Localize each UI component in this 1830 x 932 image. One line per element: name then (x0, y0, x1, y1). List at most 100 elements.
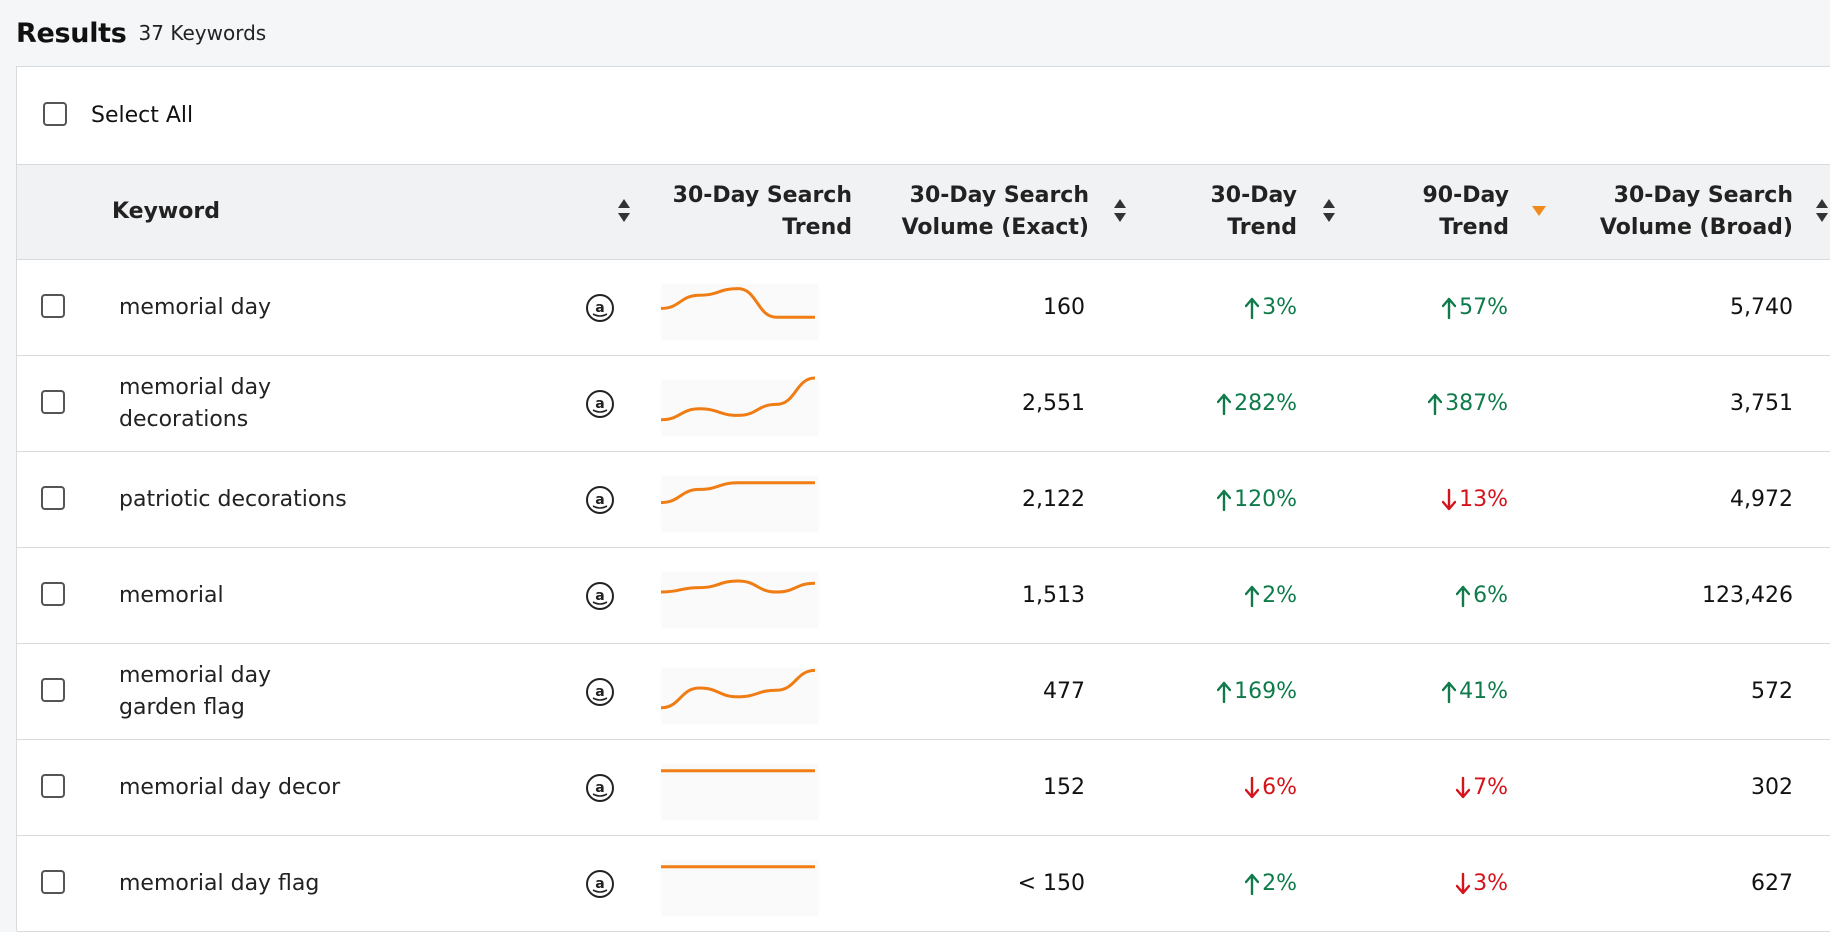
trend-90-percent: 13% (1459, 487, 1508, 512)
volume-broad-value: 5,740 (1730, 295, 1793, 320)
trend-up-arrow-icon (1442, 681, 1459, 703)
trend-30-value: 2% (1157, 836, 1297, 931)
trend-30-value: 169% (1157, 644, 1297, 739)
volume-broad-value: 302 (1751, 775, 1793, 800)
results-table-panel: Select All Keyword 30-Day Search Trend 3… (16, 66, 1830, 932)
column-header-trend-90[interactable]: 90-Day Trend (1367, 165, 1509, 259)
sort-volume-broad-icon[interactable] (1815, 199, 1829, 225)
column-header-keyword[interactable]: Keyword (112, 165, 220, 259)
amazon-icon[interactable]: a (585, 389, 615, 419)
sort-trend-30-icon[interactable] (1322, 199, 1336, 225)
row-checkbox[interactable] (41, 294, 65, 318)
search-trend-sparkline (661, 860, 819, 916)
sort-keyword-icon[interactable] (617, 199, 631, 225)
table-row[interactable]: memorial day a 160 3% 57% 5,740 (17, 260, 1830, 356)
keyword-text: memorial day garden flag (119, 662, 272, 720)
select-all-label[interactable]: Select All (91, 103, 194, 128)
volume-broad-value: 572 (1751, 679, 1793, 704)
keyword-text: memorial (119, 582, 224, 608)
trend-90-value: 7% (1367, 740, 1508, 835)
volume-broad-value: 4,972 (1730, 487, 1793, 512)
trend-30-percent: 3% (1262, 295, 1297, 320)
amazon-icon[interactable]: a (585, 677, 615, 707)
search-trend-sparkline (660, 284, 819, 340)
keyword-text: patriotic decorations (119, 486, 347, 512)
trend-down-arrow-icon (1456, 872, 1473, 895)
column-header-volume-broad[interactable]: 30-Day Search Volume (Broad) (1577, 165, 1793, 259)
search-trend-sparkline (660, 476, 819, 532)
svg-text:a: a (595, 300, 604, 316)
column-header-search-trend: 30-Day Search Trend (657, 165, 852, 259)
row-checkbox[interactable] (41, 486, 65, 510)
trend-up-arrow-icon (1428, 393, 1445, 415)
table-row[interactable]: memorial a 1,513 2% 6% 123,426 (17, 548, 1830, 644)
sort-volume-exact-icon[interactable] (1113, 199, 1127, 225)
volume-broad-value: 123,426 (1702, 583, 1793, 608)
trend-90-percent: 7% (1473, 775, 1508, 800)
trend-30-value: 3% (1157, 260, 1297, 355)
trend-up-arrow-icon (1245, 873, 1262, 895)
volume-exact-value: 2,551 (1022, 391, 1085, 416)
table-row[interactable]: patriotic decorations a 2,122 120% 13% 4… (17, 452, 1830, 548)
trend-up-arrow-icon (1245, 297, 1262, 319)
column-header-keyword-label: Keyword (112, 199, 220, 224)
trend-up-arrow-icon (1456, 585, 1473, 607)
svg-text:a: a (595, 684, 604, 700)
trend-90-value: 387% (1367, 356, 1508, 451)
trend-down-arrow-icon (1456, 776, 1473, 799)
row-checkbox[interactable] (41, 678, 65, 702)
column-header-volume-exact-label: 30-Day Search Volume (Exact) (901, 183, 1089, 240)
select-all-checkbox[interactable] (43, 101, 67, 126)
volume-exact-value: 160 (1043, 295, 1085, 320)
row-checkbox[interactable] (41, 390, 65, 414)
amazon-icon[interactable]: a (585, 485, 615, 515)
keyword-text: memorial day (119, 294, 272, 320)
keyword-text: memorial day flag (119, 870, 320, 896)
results-count: 37 Keywords (138, 21, 267, 45)
row-checkbox[interactable] (41, 774, 65, 798)
volume-broad-value: 3,751 (1730, 391, 1793, 416)
svg-text:a: a (595, 780, 604, 796)
search-trend-sparkline (661, 764, 819, 820)
search-trend-sparkline (660, 572, 819, 628)
amazon-icon[interactable]: a (585, 869, 615, 899)
trend-90-percent: 41% (1459, 679, 1508, 704)
volume-broad-value: 627 (1751, 871, 1793, 896)
table-row[interactable]: memorial day garden flag a 477 169% 41% … (17, 644, 1830, 740)
table-row[interactable]: memorial day decor a 152 6% 7% 302 (17, 740, 1830, 836)
volume-exact-value: < 150 (1017, 871, 1085, 896)
trend-90-percent: 6% (1473, 583, 1508, 608)
row-checkbox[interactable] (41, 582, 65, 606)
trend-90-value: 41% (1367, 644, 1508, 739)
column-header-trend-30-label: 30-Day Trend (1210, 183, 1297, 240)
search-trend-sparkline (660, 668, 819, 724)
trend-30-percent: 2% (1262, 583, 1297, 608)
svg-text:a: a (595, 588, 604, 604)
trend-up-arrow-icon (1217, 393, 1234, 415)
amazon-icon[interactable]: a (585, 773, 615, 803)
trend-30-value: 6% (1157, 740, 1297, 835)
amazon-icon[interactable]: a (585, 293, 615, 323)
table-row[interactable]: memorial day flag a < 150 2% 3% 627 (17, 836, 1830, 932)
column-header-volume-exact[interactable]: 30-Day Search Volume (Exact) (885, 165, 1089, 259)
trend-90-value: 3% (1367, 836, 1508, 931)
trend-up-arrow-icon (1442, 297, 1459, 319)
trend-30-percent: 2% (1262, 871, 1297, 896)
amazon-icon[interactable]: a (585, 581, 615, 611)
table-row[interactable]: memorial day decorations a 2,551 282% 38… (17, 356, 1830, 452)
volume-exact-value: 2,122 (1022, 487, 1085, 512)
row-checkbox[interactable] (41, 870, 65, 894)
trend-30-value: 282% (1157, 356, 1297, 451)
table-header: Keyword 30-Day Search Trend 30-Day Searc… (17, 165, 1830, 260)
column-header-search-trend-label: 30-Day Search Trend (672, 183, 852, 240)
svg-text:a: a (595, 492, 604, 508)
keyword-text: memorial day decorations (119, 374, 272, 432)
trend-30-percent: 282% (1234, 391, 1297, 416)
table-body: memorial day a 160 3% 57% 5,740 memo (17, 260, 1830, 932)
sort-descending-active-icon[interactable] (1532, 206, 1546, 216)
trend-down-arrow-icon (1442, 488, 1459, 511)
select-all-row: Select All (17, 67, 1830, 165)
trend-30-percent: 6% (1262, 775, 1297, 800)
column-header-trend-30[interactable]: 30-Day Trend (1157, 165, 1297, 259)
trend-up-arrow-icon (1217, 681, 1234, 703)
